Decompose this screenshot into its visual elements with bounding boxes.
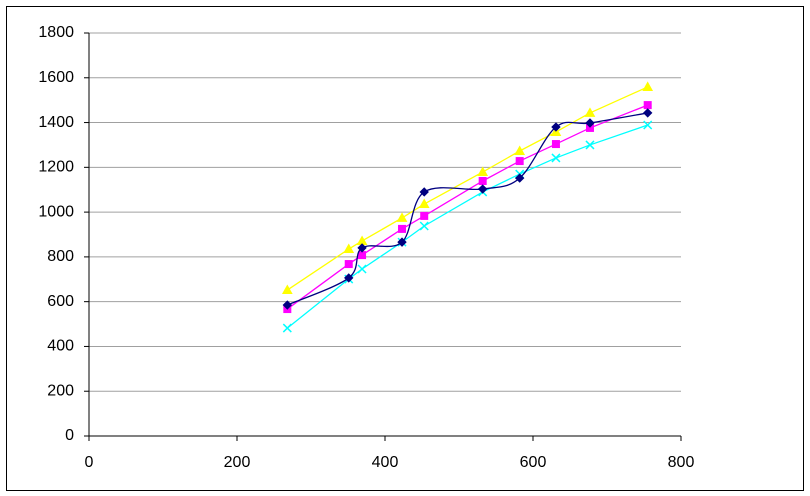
- point: [418, 198, 430, 209]
- x-tick-label: 600: [520, 454, 547, 471]
- point: [585, 140, 595, 150]
- point: [419, 221, 429, 231]
- point: [282, 300, 293, 310]
- point: [643, 120, 653, 130]
- series-line: [286, 104, 648, 310]
- point: [344, 260, 353, 269]
- point: [282, 323, 292, 333]
- y-tick-label: 0: [65, 427, 74, 444]
- point: [343, 243, 355, 254]
- point: [478, 176, 487, 185]
- point: [281, 284, 293, 295]
- y-tick-label: 1800: [38, 24, 74, 41]
- point: [584, 107, 596, 117]
- point: [396, 212, 408, 222]
- point: [358, 251, 367, 260]
- series-line: [286, 124, 648, 329]
- point: [551, 122, 561, 132]
- point: [551, 153, 561, 163]
- point: [419, 187, 429, 197]
- y-tick-label: 800: [47, 248, 74, 265]
- point: [477, 184, 488, 194]
- x-tick-label: 800: [668, 454, 695, 471]
- point: [357, 243, 367, 253]
- point: [420, 211, 429, 220]
- point: [477, 166, 489, 177]
- point: [585, 118, 595, 128]
- chart-border: [6, 6, 804, 491]
- x-tick-label: 200: [224, 454, 251, 471]
- y-tick-label: 400: [47, 338, 74, 355]
- point: [397, 237, 407, 247]
- point: [514, 145, 526, 155]
- point: [344, 273, 354, 283]
- y-tick-label: 600: [47, 293, 74, 310]
- point: [515, 157, 524, 166]
- series-line: [287, 112, 648, 306]
- y-tick-label: 1000: [38, 203, 74, 220]
- y-tick-label: 1200: [38, 159, 74, 176]
- y-tick-label: 1600: [38, 69, 74, 86]
- point: [398, 224, 407, 233]
- y-tick-label: 200: [47, 382, 74, 399]
- point: [643, 101, 652, 110]
- x-tick-label: 400: [372, 454, 399, 471]
- point: [642, 108, 653, 118]
- y-tick-label: 1400: [38, 114, 74, 131]
- x-tick-label: 0: [85, 454, 94, 471]
- point: [514, 173, 525, 183]
- point: [551, 140, 560, 149]
- point: [357, 264, 367, 274]
- point: [642, 81, 654, 91]
